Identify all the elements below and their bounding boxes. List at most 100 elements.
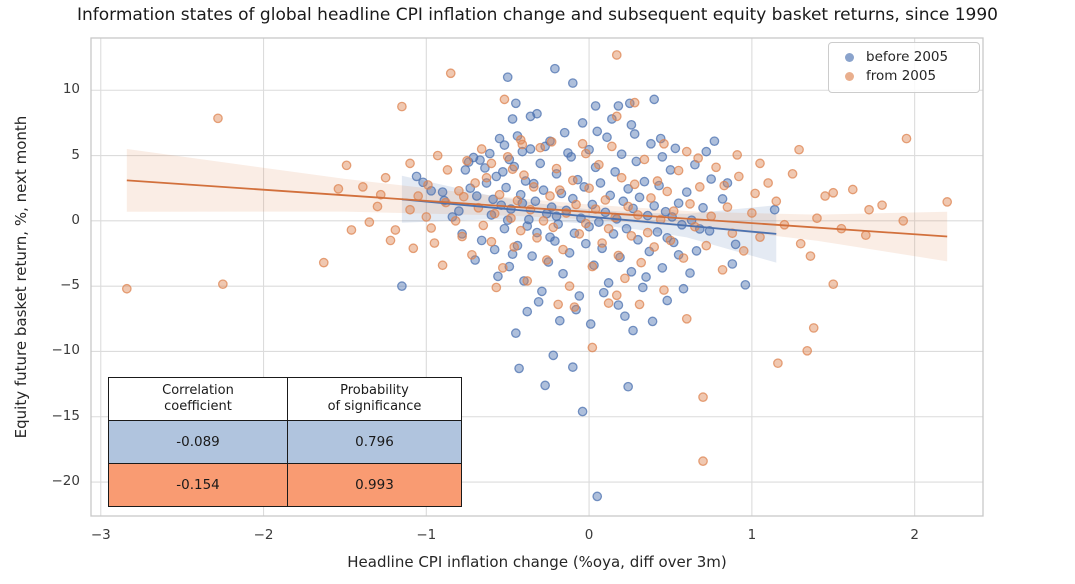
scatter-point bbox=[685, 268, 695, 278]
scatter-point bbox=[491, 282, 502, 293]
scatter-point bbox=[626, 266, 637, 277]
scatter-point bbox=[341, 160, 352, 171]
correlation-stats-table: Correlation coefficient Probability of s… bbox=[108, 377, 462, 507]
scatter-point bbox=[611, 50, 622, 60]
scatter-point bbox=[510, 328, 521, 339]
scatter-point bbox=[499, 140, 510, 150]
y-tick-label: −15 bbox=[51, 407, 81, 424]
scatter-point bbox=[847, 184, 858, 195]
scatter-point bbox=[805, 251, 816, 261]
scatter-point bbox=[510, 98, 521, 109]
scatter-point bbox=[597, 238, 607, 248]
scatter-point bbox=[678, 253, 689, 263]
scatter-point bbox=[213, 113, 223, 124]
scatter-point bbox=[613, 250, 624, 261]
scatter-point bbox=[942, 197, 953, 207]
scatter-point bbox=[509, 242, 520, 252]
scatter-point bbox=[740, 279, 751, 290]
scatter-point bbox=[545, 191, 555, 201]
scatter-point bbox=[828, 187, 839, 198]
scatter-point bbox=[577, 138, 588, 149]
scatter-point bbox=[620, 273, 630, 284]
scatter-point bbox=[460, 165, 471, 175]
scatter-point bbox=[554, 315, 565, 326]
scatter-point bbox=[812, 213, 822, 224]
scatter-point bbox=[698, 392, 708, 403]
legend-item-from-2005: from 2005 bbox=[829, 67, 979, 85]
scatter-point bbox=[769, 204, 780, 215]
scatter-point bbox=[467, 249, 477, 260]
scatter-point bbox=[499, 94, 510, 105]
scatter-point bbox=[877, 200, 887, 211]
scatter-point bbox=[621, 223, 632, 234]
scatter-point bbox=[755, 158, 765, 169]
scatter-point bbox=[706, 174, 717, 184]
table-cell: -0.089 bbox=[108, 420, 288, 464]
scatter-point bbox=[637, 282, 648, 293]
scatter-point bbox=[426, 223, 437, 233]
scatter-point bbox=[491, 171, 502, 182]
scatter-point bbox=[678, 283, 689, 294]
scatter-point bbox=[437, 187, 448, 197]
scatter-point bbox=[517, 139, 528, 150]
scatter-point bbox=[585, 319, 596, 329]
scatter-point bbox=[709, 136, 720, 147]
scatter-point bbox=[611, 290, 622, 301]
scatter-point bbox=[486, 236, 497, 247]
scatter-point bbox=[380, 172, 391, 183]
scatter-point bbox=[519, 170, 529, 180]
scatter-point bbox=[567, 78, 578, 88]
scatter-point bbox=[519, 276, 529, 286]
scatter-point bbox=[693, 153, 703, 164]
scatter-point bbox=[738, 246, 749, 256]
scatter-point bbox=[594, 217, 604, 227]
x-tick-label: 0 bbox=[584, 527, 594, 543]
scatter-point bbox=[423, 180, 433, 190]
scatter-point bbox=[528, 178, 539, 189]
scatter-point bbox=[522, 221, 533, 231]
table-header-probability: Probability of significance bbox=[287, 377, 462, 421]
scatter-point bbox=[719, 180, 730, 191]
scatter-point bbox=[662, 295, 673, 306]
legend-label: from 2005 bbox=[866, 68, 937, 84]
scatter-point bbox=[795, 238, 806, 249]
scatter-point bbox=[577, 406, 588, 417]
scatter-point bbox=[580, 238, 591, 249]
scatter-point bbox=[626, 231, 637, 241]
scatter-point bbox=[592, 491, 603, 502]
scatter-point bbox=[634, 192, 645, 203]
scatter-point bbox=[481, 172, 492, 183]
scatter-point bbox=[639, 176, 650, 187]
scatter-point bbox=[445, 68, 456, 79]
x-tick-label: −1 bbox=[416, 527, 437, 543]
scatter-point bbox=[657, 151, 668, 162]
scatter-point bbox=[558, 244, 568, 255]
scatter-point bbox=[808, 323, 819, 333]
legend-label: before 2005 bbox=[866, 49, 949, 65]
y-tick-label: −10 bbox=[51, 342, 81, 359]
scatter-point bbox=[574, 229, 585, 239]
scatter-point bbox=[711, 162, 721, 173]
scatter-point bbox=[771, 196, 782, 207]
scatter-point bbox=[559, 127, 570, 138]
x-axis-label: Headline CPI inflation change (%oya, dif… bbox=[347, 553, 727, 571]
table-row-before-2005: -0.089 0.796 bbox=[108, 420, 462, 464]
scatter-point bbox=[626, 119, 637, 130]
scatter-point bbox=[512, 195, 523, 206]
scatter-point bbox=[488, 194, 498, 205]
scatter-point bbox=[646, 138, 656, 149]
scatter-point bbox=[502, 72, 513, 83]
scatter-point bbox=[405, 204, 415, 215]
scatter-point bbox=[462, 155, 472, 166]
scatter-point bbox=[642, 227, 653, 238]
scatter-point bbox=[603, 223, 614, 234]
scatter-point bbox=[432, 150, 443, 161]
scatter-point bbox=[550, 63, 560, 74]
scatter-point bbox=[532, 108, 542, 119]
scatter-point bbox=[364, 217, 375, 227]
scatter-point bbox=[475, 155, 485, 165]
scatter-point bbox=[681, 313, 692, 324]
scatter-point bbox=[670, 143, 681, 154]
legend-marker-before-2005-icon bbox=[845, 52, 854, 62]
